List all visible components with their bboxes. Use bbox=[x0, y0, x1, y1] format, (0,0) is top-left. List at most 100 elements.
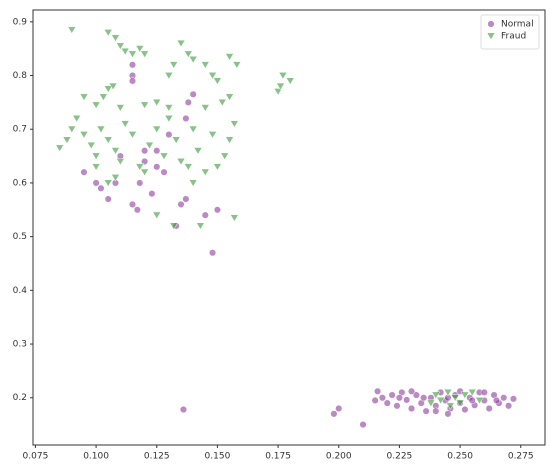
point bbox=[273, 88, 283, 96]
point bbox=[422, 407, 430, 415]
point bbox=[436, 396, 446, 405]
point bbox=[195, 222, 205, 230]
point bbox=[165, 131, 173, 139]
point bbox=[455, 399, 465, 408]
point bbox=[115, 42, 125, 51]
point bbox=[330, 410, 338, 418]
x-tick-label: 0.150 bbox=[205, 452, 231, 462]
point bbox=[467, 388, 477, 397]
y-tick-label: 0.3 bbox=[13, 340, 27, 350]
point bbox=[388, 391, 396, 399]
point bbox=[229, 120, 239, 128]
point bbox=[188, 125, 198, 134]
point bbox=[164, 115, 174, 123]
x-tick-label: 0.175 bbox=[265, 452, 291, 462]
point bbox=[276, 82, 285, 91]
x-tick-label: 0.250 bbox=[447, 452, 473, 462]
y-tick-label: 0.6 bbox=[13, 178, 28, 188]
point bbox=[468, 396, 476, 404]
point bbox=[393, 402, 401, 410]
point bbox=[128, 200, 137, 208]
point bbox=[371, 396, 379, 404]
point bbox=[86, 141, 96, 150]
point bbox=[140, 50, 150, 59]
point bbox=[104, 195, 112, 203]
y-tick-label: 0.9 bbox=[13, 17, 28, 27]
point bbox=[111, 147, 120, 155]
point bbox=[183, 163, 193, 171]
point bbox=[120, 120, 130, 128]
y-tick-label: 0.8 bbox=[13, 71, 28, 81]
point bbox=[374, 387, 382, 395]
point bbox=[153, 147, 161, 155]
point bbox=[407, 387, 416, 395]
x-tick-label: 0.125 bbox=[144, 452, 170, 462]
point bbox=[225, 93, 234, 102]
x-tick-label: 0.225 bbox=[387, 452, 413, 462]
point bbox=[97, 184, 105, 192]
point bbox=[426, 399, 436, 408]
x-tick-label: 0.075 bbox=[23, 452, 49, 462]
point bbox=[212, 163, 222, 171]
point bbox=[148, 190, 156, 198]
legend-box bbox=[480, 14, 540, 50]
point bbox=[140, 168, 150, 177]
point bbox=[444, 410, 452, 418]
point bbox=[153, 163, 161, 171]
x-tick-label: 0.200 bbox=[326, 452, 352, 462]
point bbox=[79, 93, 89, 102]
point bbox=[164, 72, 174, 80]
point bbox=[335, 404, 343, 413]
point bbox=[103, 85, 113, 94]
y-tick-label: 0.4 bbox=[13, 286, 28, 296]
point bbox=[225, 53, 234, 61]
legend-label: Normal bbox=[501, 20, 534, 30]
point bbox=[443, 388, 453, 397]
point bbox=[475, 396, 484, 405]
point bbox=[79, 131, 89, 139]
point bbox=[164, 104, 174, 112]
point bbox=[152, 211, 162, 220]
point bbox=[171, 136, 181, 145]
point bbox=[480, 388, 488, 396]
point bbox=[115, 104, 125, 112]
point bbox=[152, 125, 162, 134]
point bbox=[128, 131, 137, 139]
legend-marker bbox=[486, 32, 496, 41]
point bbox=[201, 211, 209, 219]
point bbox=[184, 98, 192, 106]
point bbox=[378, 394, 386, 402]
y-tick-label: 0.7 bbox=[13, 125, 27, 135]
point bbox=[159, 152, 169, 161]
point bbox=[200, 168, 210, 177]
point bbox=[92, 179, 100, 187]
point bbox=[359, 421, 367, 429]
point bbox=[176, 39, 186, 48]
point bbox=[135, 163, 145, 171]
point bbox=[200, 61, 210, 69]
point bbox=[505, 402, 513, 410]
point bbox=[67, 26, 77, 34]
point bbox=[208, 72, 218, 80]
point bbox=[217, 98, 227, 107]
point bbox=[183, 50, 193, 59]
point bbox=[103, 136, 113, 145]
point bbox=[128, 77, 137, 85]
point bbox=[285, 77, 295, 85]
point bbox=[182, 195, 190, 203]
point bbox=[120, 47, 130, 56]
point bbox=[492, 396, 501, 404]
point bbox=[220, 152, 230, 161]
point bbox=[179, 406, 187, 414]
point bbox=[212, 77, 222, 85]
point bbox=[140, 101, 150, 110]
point bbox=[485, 404, 493, 413]
point bbox=[169, 61, 179, 69]
point bbox=[188, 55, 198, 64]
point bbox=[133, 206, 141, 214]
point bbox=[420, 394, 428, 402]
point bbox=[115, 157, 125, 166]
point bbox=[72, 115, 82, 123]
point bbox=[111, 174, 120, 182]
point bbox=[103, 179, 113, 188]
